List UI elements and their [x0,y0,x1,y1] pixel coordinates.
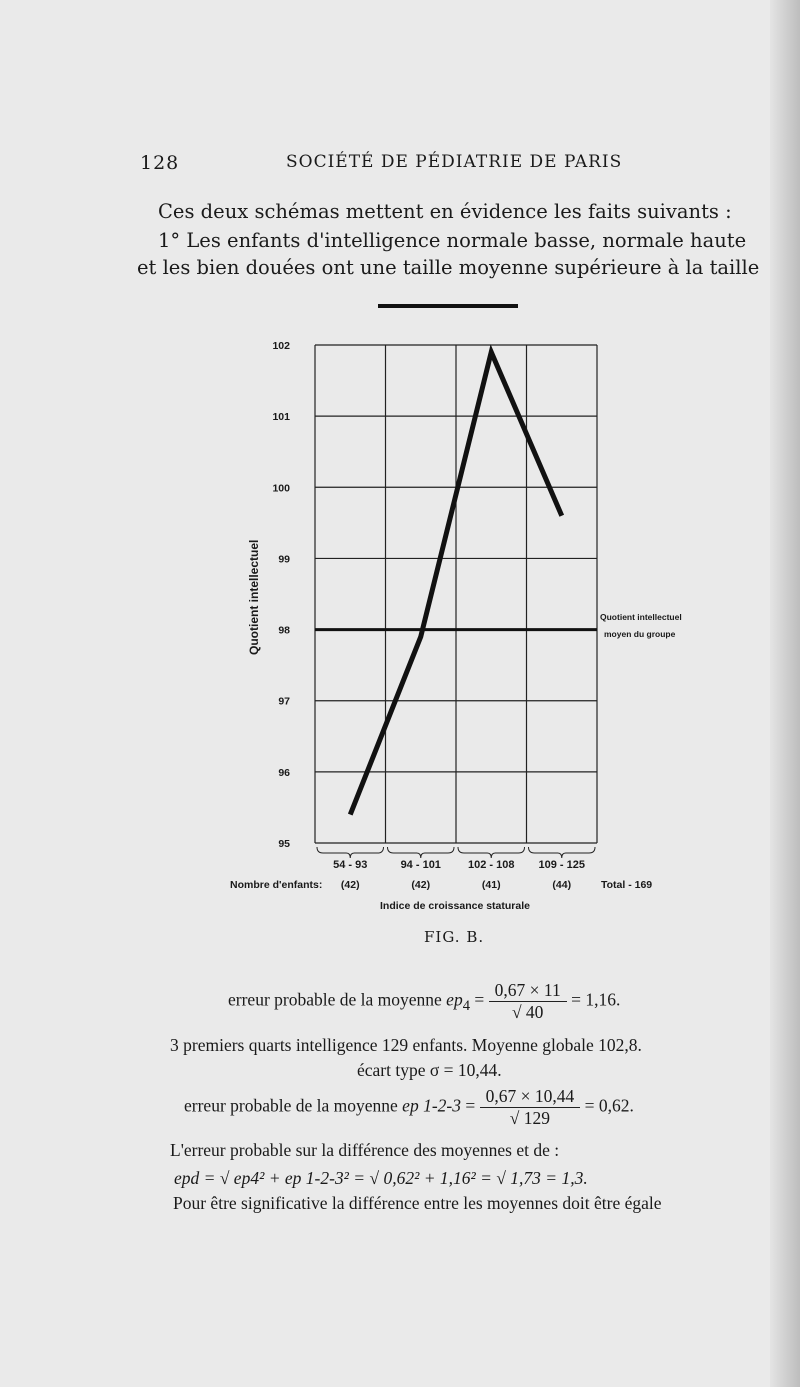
numerator: 0,67 × 11 [488,980,567,1002]
category-brace [387,846,455,859]
text-line: L'erreur probable sur la différence des … [170,1140,560,1160]
formula-epd: epd = √ ep4² + ep 1-2-3² = √ 0,62² + 1,1… [174,1168,588,1188]
denominator: √ 40 [511,1002,544,1022]
paragraph-line: 1° Les enfants d'intelligence normale ba… [158,229,747,252]
x-category-label: 94 - 101 [401,859,441,871]
separator-bar [378,304,518,308]
category-brace [316,846,384,859]
numerator: 0,67 × 10,44 [479,1086,581,1108]
y-tick-label: 95 [278,838,290,850]
formula-var: ep 1-2-3 [402,1095,461,1116]
fraction: 0,67 × 10,44 √ 129 [479,1086,581,1129]
page-edge-shadow [770,0,800,1387]
y-tick-label: 101 [272,411,290,423]
formula-sub: 4 [462,998,470,1015]
y-tick-label: 99 [278,553,290,565]
formula-ep4: erreur probable de la moyenne ep4 = 0,67… [228,980,621,1023]
formula-var: ep [446,989,463,1010]
denominator: √ 129 [509,1108,551,1128]
formula-result: = 0,62. [584,1095,634,1116]
x-category-label: 102 - 108 [468,859,514,871]
x-category-label: 54 - 93 [333,859,367,871]
category-count: (42) [411,879,430,891]
reference-label: moyen du groupe [604,629,676,639]
category-brace [457,846,525,859]
figure-caption: FIG. B. [424,928,485,946]
y-axis-label: Quotient intellectuel [247,540,261,655]
counts-label: Nombre d'enfants: [230,879,322,891]
page-number: 128 [140,152,180,174]
data-line [347,344,565,816]
category-count: (44) [552,879,571,891]
formula-text: erreur probable de la moyenne [184,1095,403,1116]
paragraph-line: Ces deux schémas mettent en évidence les… [158,200,732,223]
fraction: 0,67 × 11 √ 40 [488,980,567,1023]
x-axis-label: Indice de croissance staturale [380,900,530,912]
chart: Quotient intellectuel 95 96 97 98 99 100 101 10… [230,340,682,912]
y-tick-label: 96 [278,767,290,779]
x-category-label: 109 - 125 [539,859,585,871]
formula-text: erreur probable de la moyenne [228,989,447,1010]
formula-ep123: erreur probable de la moyenne ep 1-2-3 =… [184,1086,634,1129]
y-tick-label: 102 [272,340,290,352]
total-label: Total - 169 [601,879,652,891]
y-tick-label: 100 [272,482,290,494]
formula-result: = 1,16. [571,989,621,1010]
text-line: 3 premiers quarts intelligence 129 enfan… [170,1035,642,1055]
category-count: (41) [482,879,501,891]
category-count: (42) [341,879,360,891]
paragraph-line: et les bien douées ont une taille moyenn… [137,256,760,279]
category-brace [528,846,596,859]
y-tick-label: 97 [278,696,290,708]
y-tick-label: 98 [278,625,290,637]
reference-label: Quotient intellectuel [600,612,682,622]
text-line: écart type σ = 10,44. [357,1060,502,1080]
running-title: SOCIÉTÉ DE PÉDIATRIE DE PARIS [286,152,623,172]
text-line: Pour être significative la différence en… [173,1193,662,1213]
